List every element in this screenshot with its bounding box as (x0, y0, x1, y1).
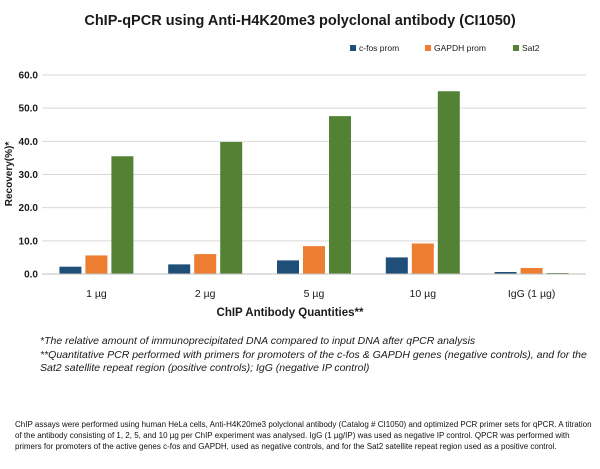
bar-gapdh-prom (85, 255, 108, 274)
y-tick-label: 0.0 (24, 270, 38, 281)
y-tick-label: 30.0 (19, 170, 39, 181)
y-tick-label: 10.0 (19, 236, 39, 247)
bar-gapdh-prom (194, 254, 217, 274)
x-axis-ticks: 1 µg 2 µg 5 µg 10 µg IgG (1 µg) (86, 288, 555, 300)
y-tick-label: 20.0 (19, 203, 39, 214)
x-tick-label: 10 µg (410, 288, 437, 300)
x-tick-label: 2 µg (195, 288, 216, 300)
y-axis-title: Recovery(%)* (4, 142, 15, 207)
bar-sat2 (111, 156, 134, 274)
x-tick-label: IgG (1 µg) (508, 288, 555, 300)
y-axis-ticks: 0.0 10.0 20.0 30.0 40.0 50.0 60.0 (19, 71, 39, 281)
bar-c-fos-prom (277, 260, 299, 274)
bar-c-fos-prom (59, 266, 82, 274)
x-axis-title: ChIP Antibody Quantities** (217, 307, 364, 319)
bar-gapdh-prom (411, 243, 434, 274)
bar-gapdh-prom (303, 246, 325, 274)
legend-swatch (425, 45, 431, 51)
gridlines (42, 74, 586, 242)
bar-sat2 (220, 141, 243, 274)
y-tick-label: 40.0 (19, 137, 39, 148)
bar-sat2 (437, 91, 460, 274)
bar-sat2 (329, 116, 351, 274)
y-tick-label: 60.0 (19, 71, 39, 82)
bar-gapdh-prom (520, 268, 543, 274)
x-tick-label: 1 µg (86, 288, 107, 300)
legend-label: Sat2 (522, 43, 540, 53)
legend-label: c-fos prom (359, 43, 399, 53)
y-tick-label: 50.0 (19, 104, 39, 115)
bars (59, 91, 569, 274)
bar-c-fos-prom (168, 264, 191, 274)
chart-title: ChIP-qPCR using Anti-H4K20me3 polyclonal… (84, 13, 515, 29)
bar-c-fos-prom (494, 272, 517, 274)
legend: c-fos prom GAPDH prom Sat2 (350, 43, 540, 53)
x-tick-label: 5 µg (304, 288, 325, 300)
chart-figure: ChIP-qPCR using Anti-H4K20me3 polyclonal… (4, 13, 587, 374)
footnote-recovery: *The relative amount of immunoprecipitat… (40, 335, 476, 347)
bar-chart: ChIP-qPCR using Anti-H4K20me3 polyclonal… (4, 13, 586, 319)
legend-label: GAPDH prom (434, 43, 486, 53)
figure-caption: ChIP assays were performed using human H… (15, 420, 592, 451)
legend-swatch (513, 45, 519, 51)
bar-c-fos-prom (385, 257, 408, 274)
footnote-qpcr: **Quantitative PCR performed with primer… (40, 349, 587, 374)
legend-swatch (350, 45, 356, 51)
